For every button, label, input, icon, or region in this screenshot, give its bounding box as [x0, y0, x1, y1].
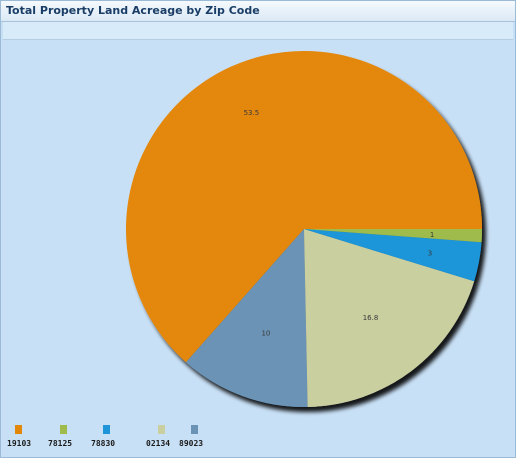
chart-title: Total Property Land Acreage by Zip Code [6, 4, 260, 17]
pie-slice-53.5[interactable] [125, 51, 482, 363]
legend-label: 89023 [179, 439, 204, 448]
legend-label: 78830 [91, 439, 116, 448]
legend-label: 02134 [146, 439, 171, 448]
legend-item[interactable]: 02134 [146, 425, 196, 451]
pie-slice-10[interactable] [185, 229, 308, 407]
legend-swatch [103, 425, 110, 434]
legend-label: 19103 [7, 439, 32, 448]
pie-slice-3[interactable] [304, 229, 482, 282]
slice-value-label: 1 [430, 231, 434, 239]
slice-value-label: 10 [261, 330, 270, 338]
slice-value-label: 16.8 [363, 314, 379, 322]
legend-swatch [15, 425, 22, 434]
legend-swatch [191, 425, 198, 434]
pie-slice-1[interactable] [304, 229, 482, 243]
legend-item[interactable]: 78125 [48, 425, 98, 451]
title-bar: Total Property Land Acreage by Zip Code [1, 1, 515, 22]
slice-value-label: 3 [428, 250, 432, 258]
legend-item[interactable]: 78830 [91, 425, 141, 451]
slice-value-label: 53.5 [244, 109, 260, 117]
pie-slice-16.8[interactable] [304, 229, 475, 407]
legend: 19103 78125 78830 02134 89023 [1, 425, 515, 455]
pie-chart: 53.5 10 16.8 3 1 [125, 51, 482, 407]
legend-label: 78125 [48, 439, 73, 448]
legend-swatch [60, 425, 67, 434]
toolbar-strip [3, 22, 513, 40]
legend-item[interactable]: 19103 [7, 425, 57, 451]
legend-item[interactable]: 89023 [179, 425, 229, 451]
legend-swatch [158, 425, 165, 434]
